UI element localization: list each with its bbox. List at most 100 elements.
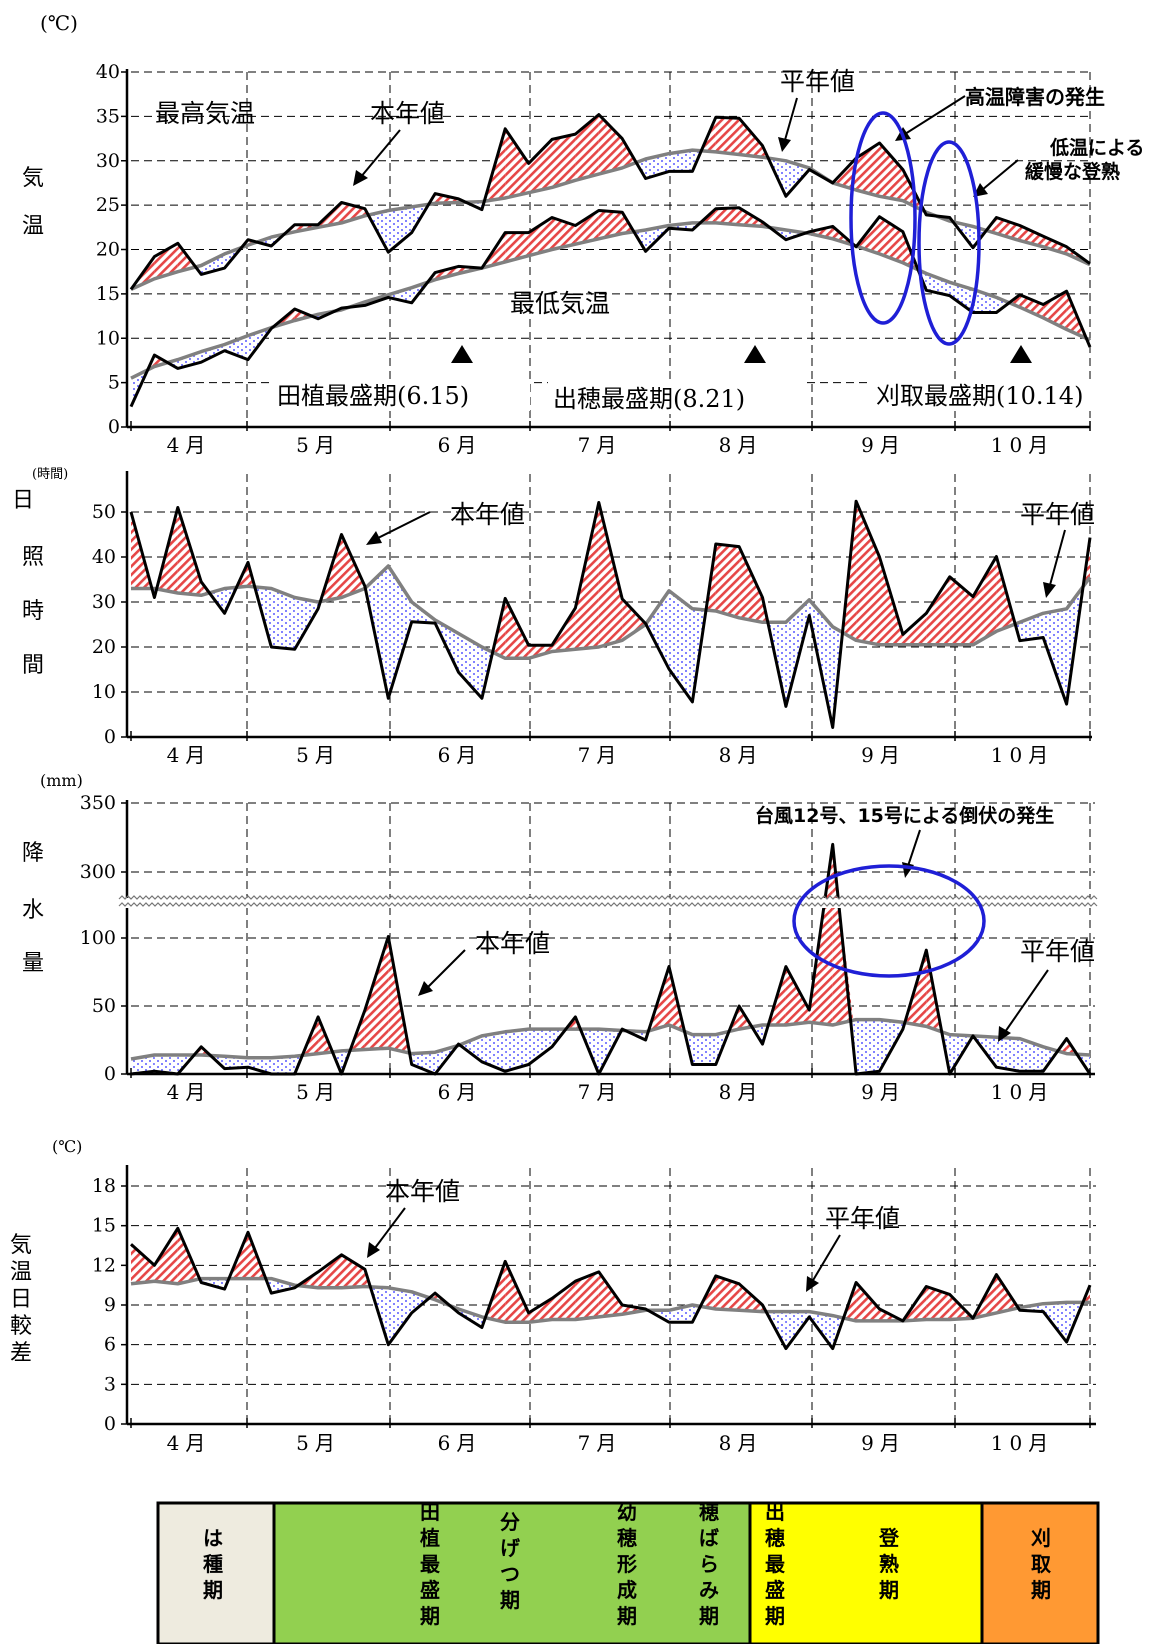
below-normal-area: [949, 282, 973, 313]
diurnal-normal-label: 平年値: [825, 1204, 900, 1233]
normal-series-line: [130, 1276, 1090, 1324]
below-normal-area: [458, 633, 482, 699]
above-normal-area: [926, 576, 950, 645]
above-normal-area: [902, 613, 927, 645]
stage-label-char: 取: [1031, 1552, 1051, 1576]
above-normal-area: [598, 502, 623, 647]
below-normal-area: [669, 590, 693, 702]
y-tick-label: 100: [80, 927, 116, 949]
arrow-precip-normal: [1004, 969, 1049, 1033]
below-normal-area: [271, 1278, 295, 1294]
month-label: 7月: [578, 1431, 623, 1455]
below-normal-area: [388, 287, 412, 303]
above-normal-area: [552, 1281, 576, 1320]
arrow-sunshine-normal: [1049, 529, 1066, 586]
above-normal-area: [575, 210, 599, 245]
month-label: 4月: [167, 1431, 212, 1455]
diurnal-range-chart: 0 3 6 9 12 15 18 4月 5月 6月 7月 8月 9月 10月: [92, 1165, 1096, 1455]
normal-series-line: [130, 221, 1091, 380]
y-tick-label: 5: [108, 372, 120, 394]
arrow-head: [806, 1276, 819, 1292]
stage-segment: [156, 1501, 276, 1644]
month-label: 8月: [719, 433, 764, 457]
stage-label-char: 期: [617, 1604, 637, 1628]
arrow-head: [418, 981, 433, 996]
arrow-diurnal-current: [374, 1207, 406, 1249]
month-label: 7月: [578, 1080, 623, 1104]
stage-label-char: 最: [420, 1552, 441, 1576]
y-tick-label: 10: [92, 681, 116, 703]
y-tick-label: 350: [80, 792, 116, 814]
below-normal-area: [669, 150, 693, 172]
below-normal-area: [645, 590, 669, 669]
diurnal-ylabel-1: 気: [10, 1233, 32, 1258]
precipitation-unit: (mm): [40, 771, 83, 790]
heat-damage-label: 高温障害の発生: [965, 85, 1105, 109]
below-normal-area: [224, 335, 248, 360]
y-tick-label: 3: [104, 1373, 116, 1395]
stage-label-char: 形: [617, 1552, 637, 1576]
below-normal-area: [505, 1029, 529, 1072]
precipitation-current-label: 本年値: [475, 929, 550, 958]
precipitation-annotations: (mm) 降 水 量 本年値 平年値 台風12号、15号による倒伏の発生: [22, 771, 1095, 1042]
y-tick-label: 15: [92, 1215, 116, 1237]
above-normal-area: [1043, 236, 1067, 254]
above-normal-area: [856, 143, 880, 197]
y-tick-label: 9: [104, 1294, 116, 1316]
above-normal-area: [318, 1254, 342, 1288]
above-normal-area: [715, 544, 740, 618]
normal-series-line: [130, 1017, 1091, 1061]
arrow-head: [778, 137, 791, 152]
above-normal-area: [926, 1286, 950, 1320]
below-normal-area: [856, 1019, 880, 1074]
arrow-normal-1: [784, 97, 798, 141]
temperature-chart: 0 5 10 15 20 25 30 35 40 4月 5月 6月 7月 8月 9月 10月: [96, 61, 1092, 457]
month-label: 5月: [296, 433, 341, 457]
y-tick-label: 0: [108, 416, 120, 438]
stage-segment: [748, 1501, 984, 1644]
arrow-typhoon: [907, 829, 921, 867]
below-normal-area: [973, 289, 997, 313]
month-label: 7月: [578, 433, 623, 457]
above-normal-area: [528, 1298, 552, 1323]
below-normal-area: [154, 1055, 178, 1074]
harvest-peak-label: 刈取最盛期(10.14): [876, 382, 1083, 410]
rice-planting-peak-label: 田植最盛期(6.15): [277, 382, 469, 410]
y-tick-label: 300: [80, 861, 116, 883]
y-tick-label: 50: [92, 995, 116, 1017]
month-label: 5月: [296, 743, 341, 767]
stage-label-char: 登: [878, 1526, 900, 1550]
y-tick-label: 25: [96, 194, 120, 216]
y-tick-label: 30: [96, 150, 120, 172]
y-tick-label: 15: [96, 283, 120, 305]
stage-label-char: 田: [420, 1500, 440, 1524]
y-tick-label: 40: [96, 61, 120, 83]
below-normal-area: [411, 1052, 436, 1074]
stage-label-char: は: [203, 1526, 223, 1550]
below-normal-area: [388, 566, 412, 699]
above-normal-area: [154, 1228, 178, 1284]
below-normal-area: [177, 351, 202, 369]
y-tick-label: 0: [104, 726, 116, 748]
stage-label-char: 穂: [765, 1526, 785, 1550]
sunshine-ylabel-1: 日: [12, 488, 34, 513]
arrow-head: [998, 1026, 1011, 1042]
harvest-marker-icon: [1010, 345, 1032, 363]
below-normal-area: [528, 1029, 552, 1065]
month-label: 10月: [991, 1080, 1054, 1104]
below-normal-area: [271, 588, 295, 650]
above-normal-area: [856, 501, 880, 645]
heading-marker-icon: [744, 345, 766, 363]
stage-label-char: 分: [500, 1510, 520, 1534]
current-year-series-line: [129, 1226, 1092, 1351]
above-normal-area: [715, 1275, 740, 1311]
above-normal-area: [715, 207, 740, 225]
difference-fill: [131, 114, 1090, 407]
grid: [131, 1168, 1096, 1424]
month-label: 10月: [991, 743, 1054, 767]
below-normal-area: [926, 273, 950, 296]
temperature-unit: (℃): [40, 11, 78, 35]
stage-label-char: ば: [699, 1526, 719, 1550]
month-label: 6月: [438, 1080, 483, 1104]
above-normal-area: [785, 966, 810, 1025]
